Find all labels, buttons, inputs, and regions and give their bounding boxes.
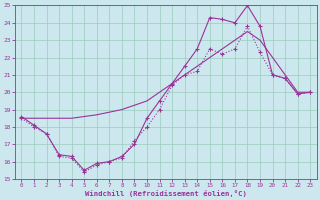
X-axis label: Windchill (Refroidissement éolien,°C): Windchill (Refroidissement éolien,°C) xyxy=(85,190,247,197)
